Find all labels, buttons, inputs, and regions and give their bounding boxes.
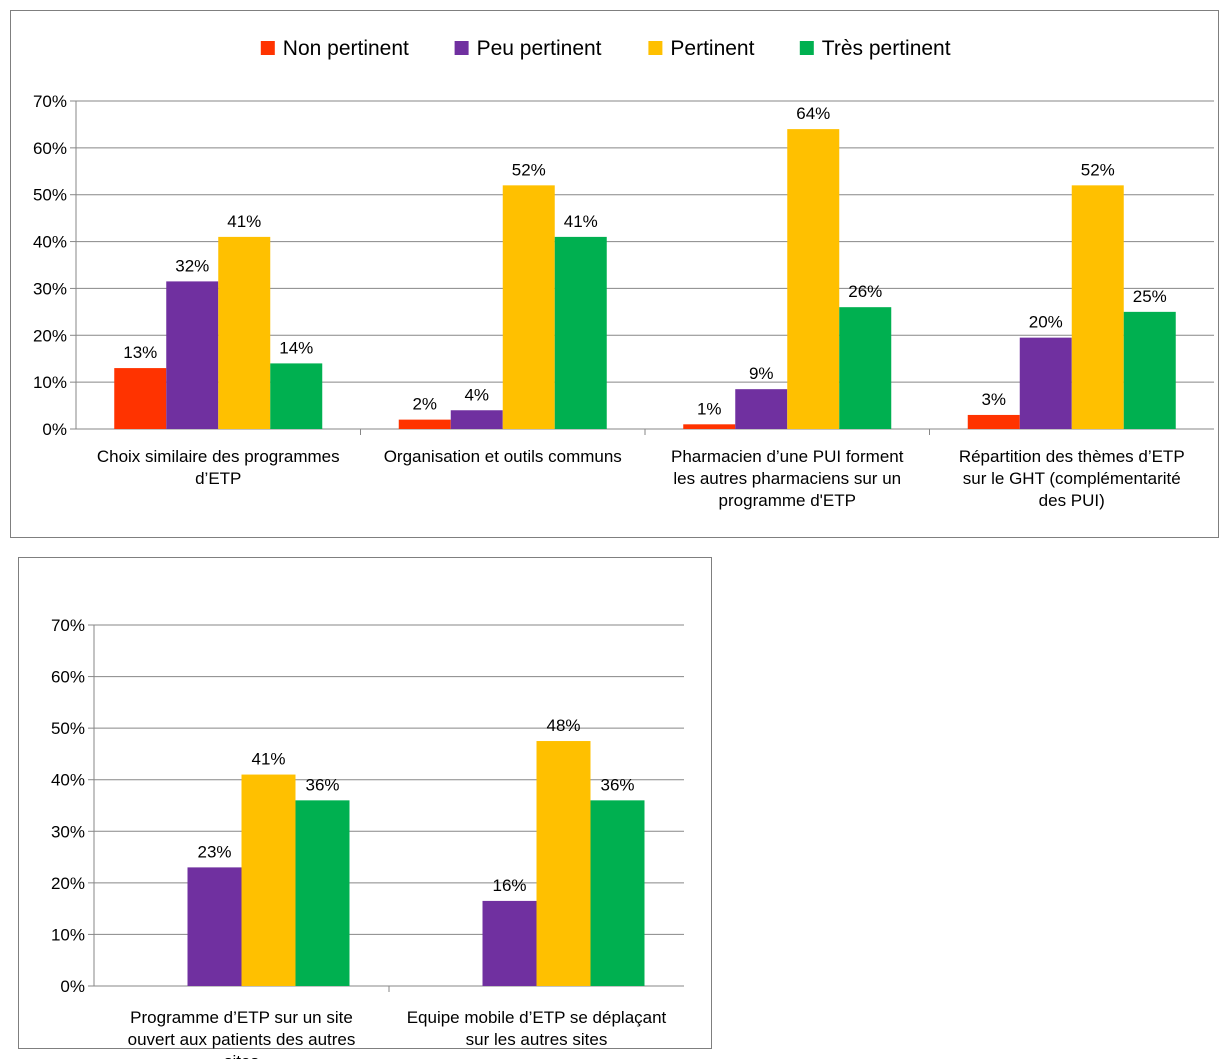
y-tick-label: 60%	[33, 139, 67, 158]
bar	[270, 363, 323, 429]
bar	[502, 185, 555, 429]
y-tick-label: 10%	[33, 373, 67, 392]
bar	[398, 419, 451, 429]
y-axis-ticks: 0% 10% 20% 30% 40% 50% 60% 70%	[51, 616, 94, 996]
data-label: 41%	[564, 212, 598, 231]
x-category-label: Equipe mobile d’ETP se déplaçant sur les …	[407, 1008, 667, 1049]
legend-item: Non pertinent	[260, 37, 409, 60]
data-label: 9%	[749, 364, 774, 383]
bar	[839, 307, 892, 429]
data-label: 14%	[279, 338, 313, 357]
y-axis-ticks: 0% 10% 20% 30% 40% 50% 60% 70%	[33, 92, 76, 439]
bar	[683, 424, 736, 429]
bar	[536, 741, 591, 986]
bar	[114, 368, 167, 429]
legend-label: Très pertinent	[822, 37, 951, 60]
bar	[1123, 311, 1176, 429]
bar	[241, 774, 296, 986]
bar	[967, 414, 1020, 429]
data-labels: 23% 41% 36% 16% 48% 36%	[197, 716, 634, 895]
x-axis-categories: Choix similaire des programmes d’ETP Organ…	[97, 429, 1185, 510]
legend-label: Pertinent	[670, 37, 754, 60]
data-label: 52%	[1081, 160, 1115, 179]
data-label: 1%	[697, 399, 722, 418]
bar	[554, 236, 607, 429]
data-label: 20%	[1029, 313, 1063, 332]
bar	[1071, 185, 1124, 429]
bar	[787, 129, 840, 429]
bars	[114, 129, 1176, 429]
bar	[166, 281, 219, 429]
data-label: 48%	[546, 716, 580, 735]
x-category-label: Pharmacien d’une PUI forment les autres p…	[671, 447, 904, 510]
legend-item: Très pertinent	[799, 37, 951, 60]
x-category-label: Choix similaire des programmes d’ETP	[97, 447, 340, 488]
data-label: 32%	[175, 256, 209, 275]
y-tick-label: 20%	[33, 326, 67, 345]
legend-swatch	[799, 41, 814, 55]
x-axis-categories: Programme d’ETP sur un site ouvert aux pa…	[128, 986, 667, 1059]
chart-bottom-frame: 0% 10% 20% 30% 40% 50% 60% 70% 23% 41% 36% 16% 48% 36…	[18, 557, 712, 1059]
y-tick-label: 0%	[42, 420, 67, 439]
chart-top-frame: 0% 10% 20% 30% 40% 50% 60% 70% 13% 32% 41% 14% 2% 4% 5…	[10, 10, 1219, 538]
bar	[1019, 337, 1072, 429]
y-tick-label: 50%	[51, 719, 85, 738]
legend-swatch	[454, 41, 469, 55]
x-category-label: Répartition des thèmes d’ETP sur le GHT (…	[959, 447, 1185, 510]
x-category-label: Programme d’ETP sur un site ouvert aux pa…	[128, 1008, 356, 1059]
chart-top: 0% 10% 20% 30% 40% 50% 60% 70% 13% 32% 41% 14% 2% 4% 5…	[33, 37, 1214, 510]
bars	[187, 741, 645, 986]
bar	[482, 900, 537, 986]
legend-label: Peu pertinent	[477, 37, 602, 60]
data-label: 4%	[464, 385, 489, 404]
data-label: 23%	[197, 842, 231, 861]
data-label: 13%	[123, 343, 157, 362]
data-label: 36%	[305, 775, 339, 794]
y-tick-label: 20%	[51, 874, 85, 893]
y-tick-label: 40%	[51, 771, 85, 790]
data-label: 3%	[981, 390, 1006, 409]
bar	[187, 867, 242, 986]
y-tick-label: 50%	[33, 186, 67, 205]
data-label: 36%	[600, 775, 634, 794]
y-tick-label: 10%	[51, 925, 85, 944]
data-label: 2%	[412, 395, 437, 414]
legend-label: Non pertinent	[283, 37, 409, 60]
data-label: 64%	[796, 104, 830, 123]
bar	[295, 800, 350, 986]
data-label: 26%	[848, 282, 882, 301]
data-label: 41%	[251, 750, 285, 769]
legend-swatch	[648, 41, 663, 55]
y-tick-label: 30%	[33, 279, 67, 298]
data-label: 16%	[492, 876, 526, 895]
legend-item: Pertinent	[648, 37, 755, 60]
legend: Non pertinent Peu pertinent Pertinent Très …	[260, 37, 951, 60]
y-tick-label: 40%	[33, 233, 67, 252]
bar	[218, 236, 271, 429]
y-tick-label: 60%	[51, 668, 85, 687]
data-labels: 13% 32% 41% 14% 2% 4% 52% 41% 1% 9% 64% 26% 3% 20% 52%…	[123, 104, 1167, 418]
x-category-label: Organisation et outils communs	[384, 447, 622, 466]
bar	[450, 410, 503, 429]
legend-item: Peu pertinent	[454, 37, 602, 60]
y-tick-label: 70%	[51, 616, 85, 635]
data-label: 25%	[1133, 287, 1167, 306]
chart-bottom: 0% 10% 20% 30% 40% 50% 60% 70% 23% 41% 36% 16% 48% 36…	[51, 616, 684, 1059]
data-label: 41%	[227, 212, 261, 231]
y-tick-label: 70%	[33, 92, 67, 111]
bar	[735, 389, 788, 429]
data-label: 52%	[512, 160, 546, 179]
y-tick-label: 0%	[60, 977, 85, 996]
y-tick-label: 30%	[51, 822, 85, 841]
legend-swatch	[260, 41, 275, 55]
bar	[590, 800, 645, 986]
